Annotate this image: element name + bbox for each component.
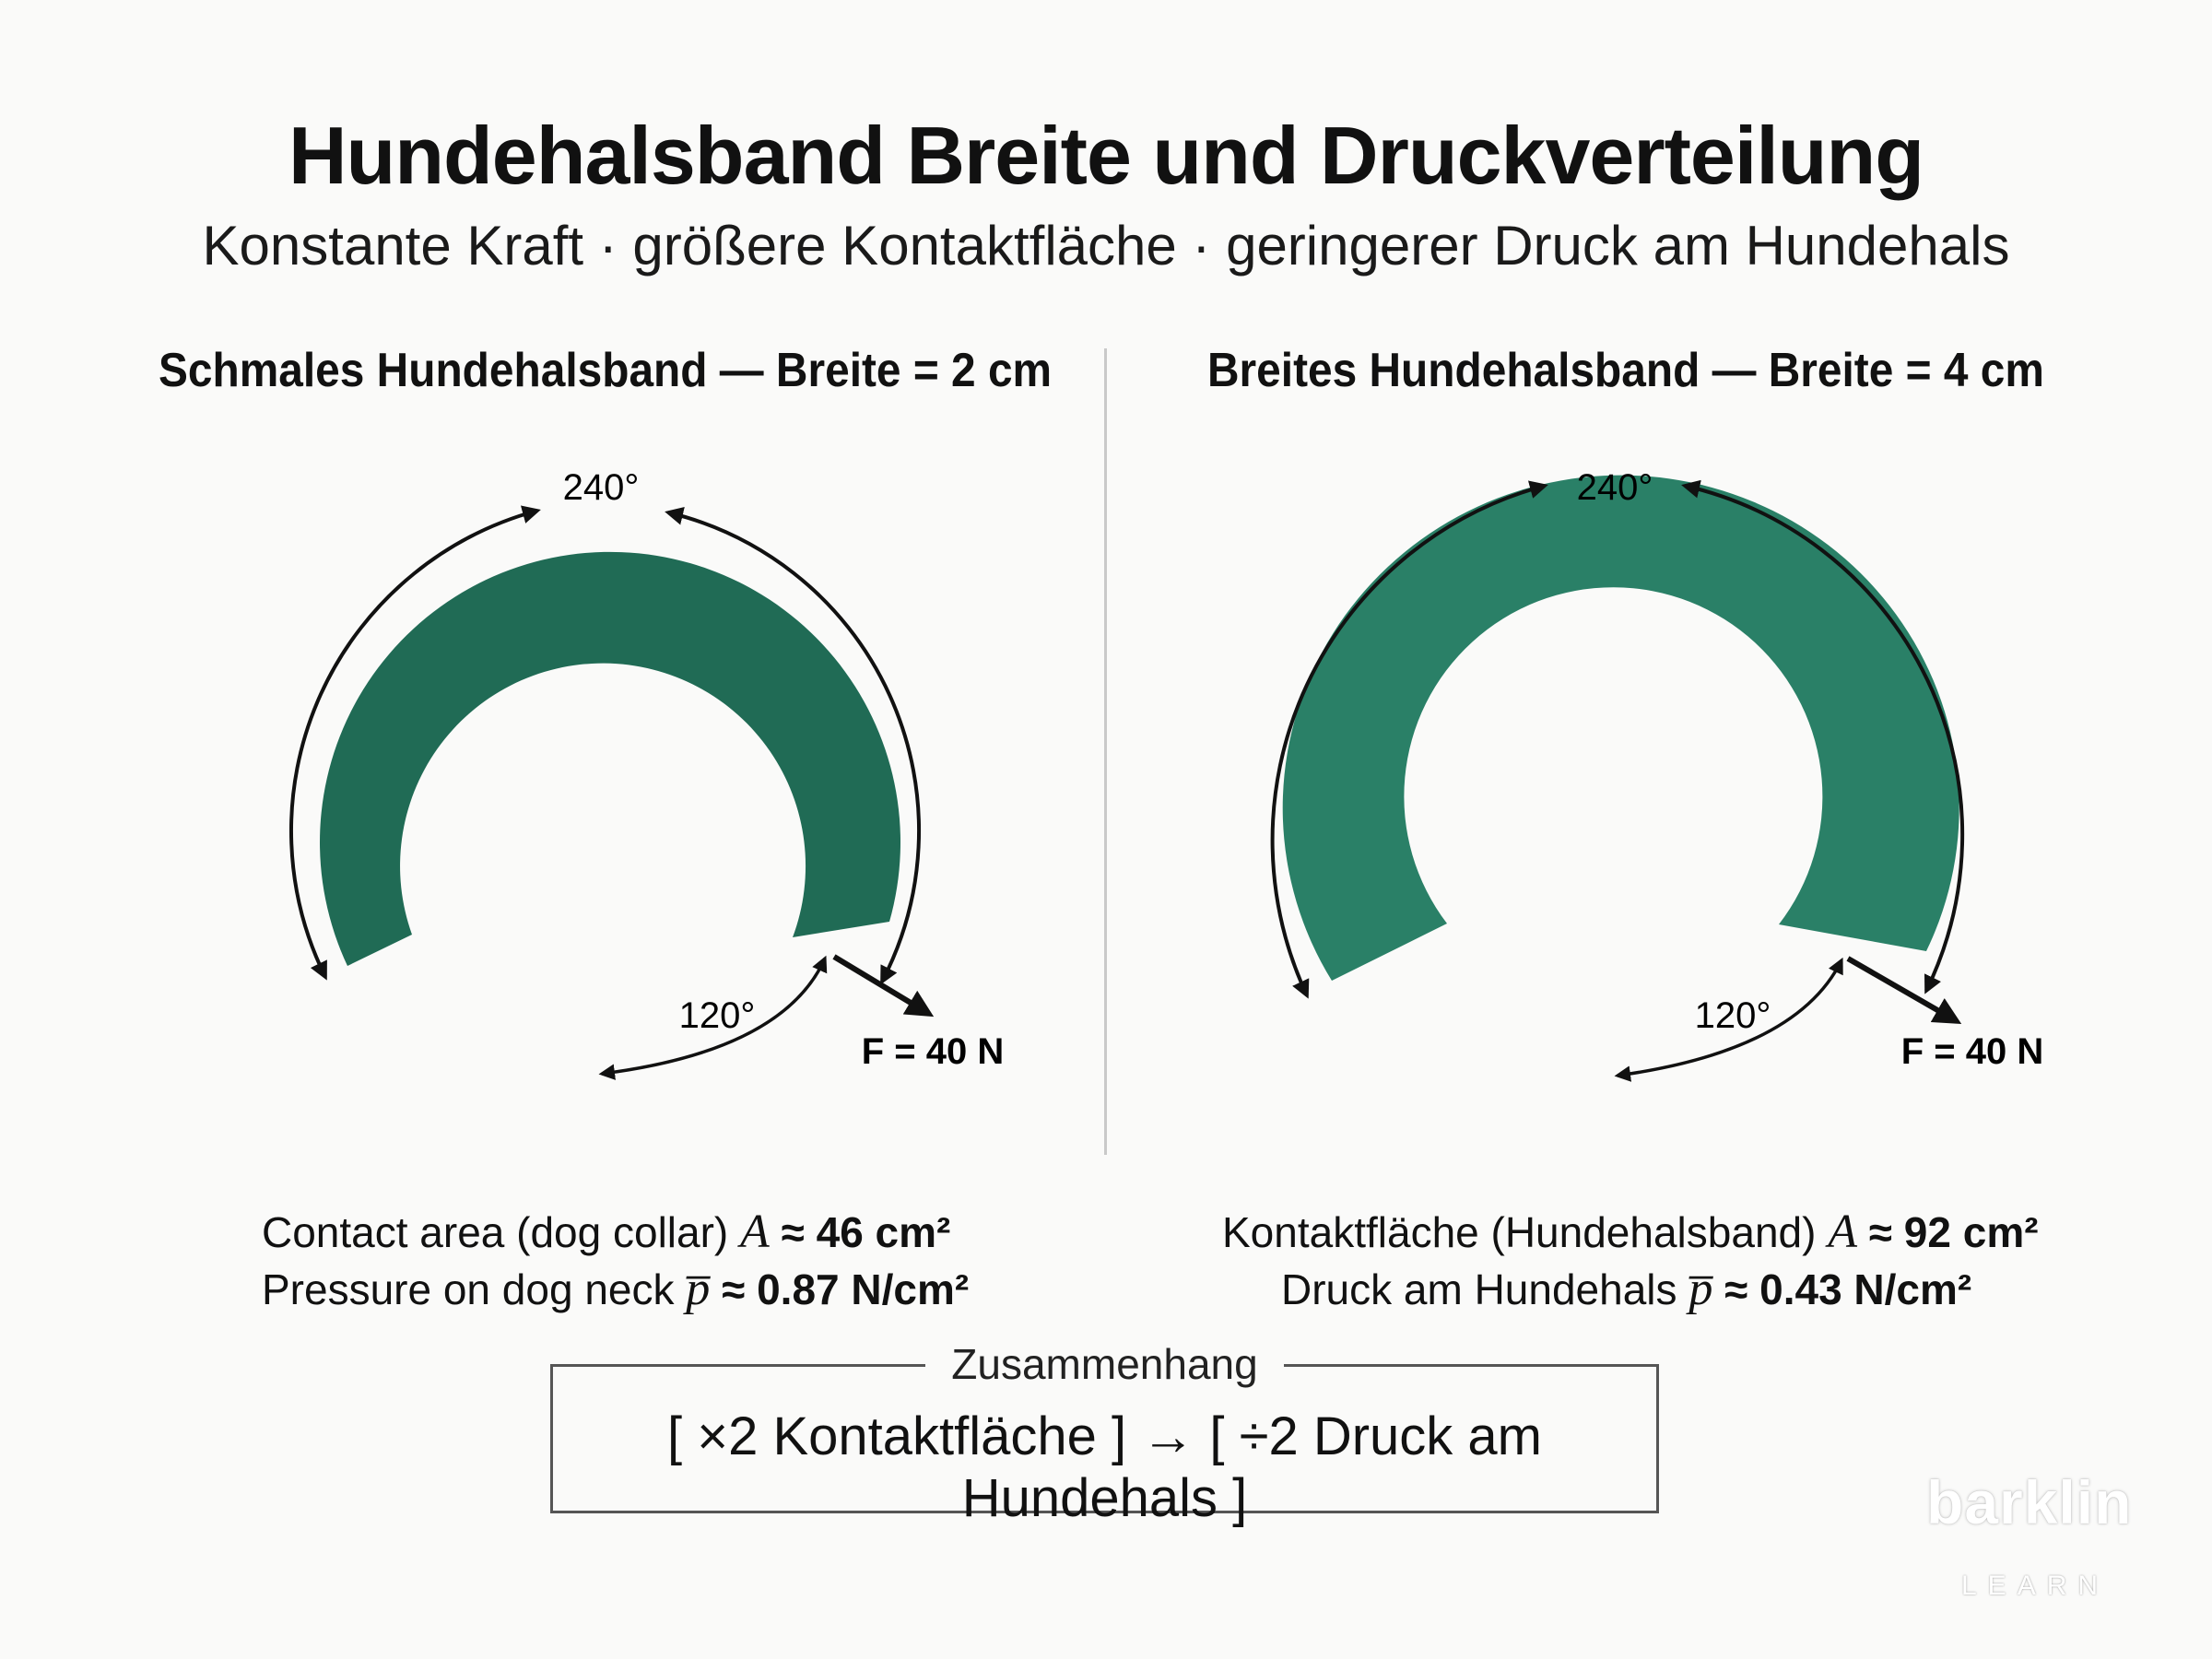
relation-text: [ ×2 Kontaktfläche ] → [ ÷2 Druck am Hun… [667,1406,1542,1528]
narrow-collar-heading: Schmales Hundehalsband — Breite = 2 cm [159,344,1053,397]
narrow-pressure-value: ≈ 0.87 N/cm² [722,1265,970,1313]
wide-arc-label: 240° [1577,467,1653,508]
wide-area-label: Kontaktfläche (Hundehalsband) [1222,1208,1817,1256]
wide-pressure-line: Druck am Hundehals p̅ ≈ 0.43 N/cm² [1222,1261,2039,1318]
narrow-pressure-label: Pressure on dog neck [262,1265,675,1313]
narrow-collar-stats: Contact area (dog collar) A ≈ 46 cm² Pre… [262,1204,969,1318]
narrow-arc-arrow-right [665,507,922,985]
narrow-area-value: ≈ 46 cm² [781,1208,951,1256]
narrow-area-symbol: A [740,1206,770,1258]
narrow-gap-label: 120° [679,995,756,1036]
narrow-collar-band [320,551,901,966]
narrow-gap-arrow [598,955,828,1080]
wide-pressure-value: ≈ 0.43 N/cm² [1724,1265,1972,1313]
page-title: Hundehalsband Breite und Druckverteilung [288,110,1924,201]
narrow-arc-arrow-left [289,505,541,981]
wide-gap-arrow [1614,957,1843,1082]
wide-pressure-label: Druck am Hundehals [1281,1265,1677,1313]
wide-force-label: F = 40 N [1901,1031,2044,1072]
wide-area-line: Kontaktfläche (Hundehalsband) A ≈ 92 cm² [1222,1204,2039,1261]
wide-gap-label: 120° [1695,995,1771,1036]
wide-area-symbol: A [1828,1206,1857,1258]
panel-divider [1104,348,1107,1155]
narrow-area-line: Contact area (dog collar) A ≈ 46 cm² [262,1204,969,1261]
wide-collar-band [1282,475,1959,981]
wide-collar-stats: Kontaktfläche (Hundehalsband) A ≈ 92 cm²… [1222,1204,2039,1318]
narrow-force-label: F = 40 N [862,1031,1005,1072]
wide-arc-arrow-left [1270,480,1548,999]
narrow-arc-label: 240° [563,467,640,508]
narrow-force-arrow [832,954,935,1018]
wide-force-arrow [1846,956,1962,1024]
brand-logo: barklin [1926,1468,2133,1536]
brand-subtitle: LEARN [1961,1571,2110,1601]
narrow-pressure-line: Pressure on dog neck p̅ ≈ 0.87 N/cm² [262,1261,969,1318]
page-subtitle: Konstante Kraft · größere Kontaktfläche … [202,215,2010,276]
wide-pressure-symbol: p̅ [1688,1263,1713,1315]
narrow-area-label: Contact area (dog collar) [262,1208,729,1256]
wide-collar-heading: Breites Hundehalsband — Breite = 4 cm [1207,344,2044,397]
relation-box: Zusammenhang [ ×2 Kontaktfläche ] → [ ÷2… [550,1340,1659,1528]
narrow-pressure-symbol: p̅ [686,1263,711,1315]
relation-label: Zusammenhang [925,1340,1284,1388]
wide-area-value: ≈ 92 cm² [1868,1208,2039,1256]
wide-arc-arrow-right [1681,479,1965,994]
